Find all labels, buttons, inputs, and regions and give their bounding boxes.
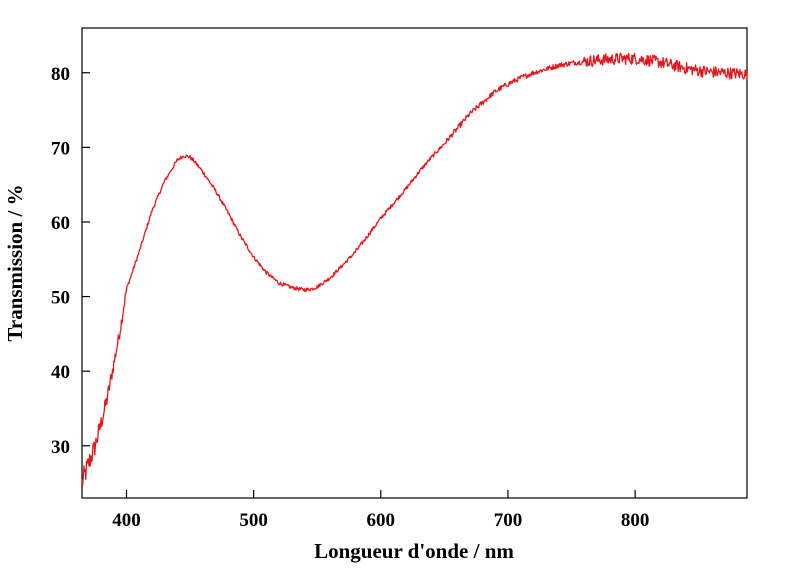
x-tick-label: 700 <box>494 510 523 531</box>
y-axis-ticks: 30 40 50 60 70 80 <box>51 64 90 458</box>
series-line <box>81 52 748 487</box>
plot-frame <box>81 27 748 499</box>
x-tick-label: 500 <box>239 510 268 531</box>
x-tick-label: 400 <box>112 510 141 531</box>
y-axis-title: Transmission / % <box>3 184 27 341</box>
x-axis-ticks: 400 500 600 700 800 <box>112 490 649 531</box>
y-tick-label: 70 <box>51 138 70 159</box>
x-tick-label: 800 <box>621 510 650 531</box>
y-tick-label: 40 <box>51 362 70 383</box>
x-tick-label: 600 <box>367 510 396 531</box>
y-tick-label: 30 <box>51 437 70 458</box>
x-axis-title: Longueur d'onde / nm <box>314 539 514 563</box>
y-tick-label: 80 <box>51 64 70 85</box>
y-tick-label: 60 <box>51 213 70 234</box>
y-tick-label: 50 <box>51 288 70 309</box>
